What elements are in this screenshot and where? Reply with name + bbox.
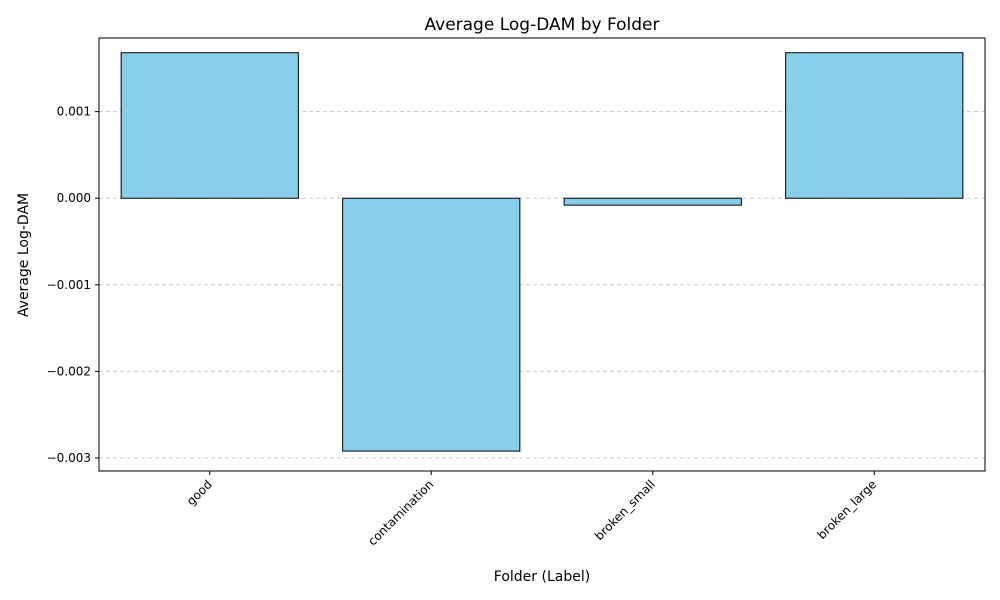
- x-tick-label: good: [184, 477, 215, 508]
- bar-good: [120, 52, 299, 199]
- chart-title: Average Log-DAM by Folder: [425, 15, 660, 35]
- bar-broken-small: [563, 197, 742, 206]
- x-tick-label: contamination: [365, 477, 436, 548]
- y-tick-label: −0.003: [47, 451, 91, 465]
- x-axis-title: Folder (Label): [494, 569, 590, 585]
- y-axis-title: Average Log-DAM: [16, 193, 32, 317]
- x-tick-label: broken_small: [592, 477, 658, 543]
- y-tick-label: −0.002: [47, 364, 91, 378]
- y-tick-label: 0.001: [57, 105, 91, 119]
- y-tick-label: 0.000: [57, 191, 91, 205]
- x-axis-ticks: good contamination broken_small broken_larg…: [184, 471, 880, 548]
- x-tick-label: broken_large: [815, 477, 880, 542]
- bar-contamination: [342, 197, 521, 452]
- bar-broken-large: [785, 52, 964, 199]
- y-axis-ticks: 0.001 0.000 −0.001 −0.002 −0.003: [47, 105, 99, 465]
- bar-layer: [120, 52, 964, 452]
- plot-frame: [98, 37, 986, 472]
- y-tick-label: −0.001: [47, 278, 91, 292]
